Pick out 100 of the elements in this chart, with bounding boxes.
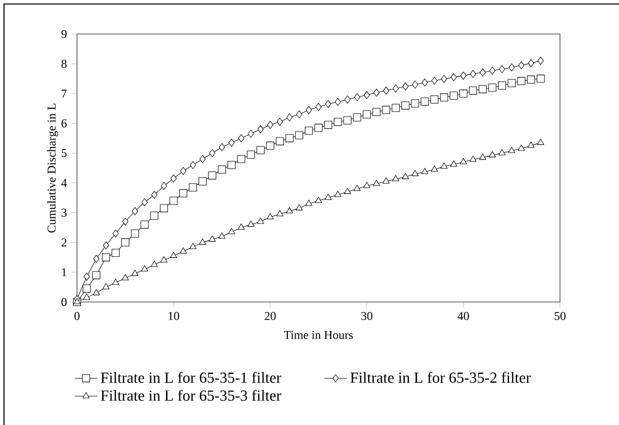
- point: [479, 154, 486, 160]
- point: [392, 84, 399, 92]
- point: [334, 98, 341, 106]
- point: [440, 162, 448, 169]
- y-axis-title: Cumulative Discharge in L: [47, 104, 58, 233]
- point: [517, 77, 526, 86]
- point: [411, 99, 420, 108]
- point: [247, 220, 254, 227]
- point: [150, 260, 158, 267]
- point: [92, 289, 100, 296]
- point: [538, 56, 544, 65]
- point: [334, 190, 342, 197]
- y-tick-label: 0: [62, 298, 67, 306]
- legend-label: Filtrate in L for 65-35-3 filter: [100, 390, 282, 401]
- point: [334, 118, 342, 126]
- point: [209, 149, 216, 158]
- point: [122, 274, 129, 280]
- point: [459, 90, 468, 98]
- point: [286, 134, 294, 142]
- point: [536, 74, 545, 83]
- point: [188, 183, 197, 192]
- y-tick-label: 2: [62, 238, 66, 246]
- point: [198, 177, 207, 186]
- y-tick-label: 4: [61, 178, 67, 187]
- point: [208, 171, 216, 180]
- x-axis-title: Time in Hours: [284, 330, 353, 340]
- y-tick-label: 9: [61, 30, 67, 38]
- point: [489, 66, 496, 75]
- point: [392, 104, 400, 112]
- point: [420, 98, 429, 106]
- point: [343, 116, 352, 124]
- point: [344, 96, 351, 104]
- point: [102, 283, 110, 290]
- point: [286, 113, 293, 122]
- point: [401, 101, 410, 110]
- point: [82, 284, 91, 293]
- y-tick-label: 5: [62, 149, 67, 158]
- point: [267, 120, 274, 129]
- point: [382, 106, 390, 114]
- point: [102, 253, 110, 262]
- point: [470, 70, 476, 78]
- point: [218, 143, 225, 152]
- point: [324, 194, 332, 200]
- point: [460, 72, 466, 80]
- point: [228, 161, 236, 170]
- point: [93, 254, 100, 263]
- point: [246, 150, 255, 159]
- point: [431, 76, 438, 85]
- point: [325, 100, 332, 108]
- point: [450, 73, 457, 82]
- point: [392, 175, 400, 182]
- point: [142, 198, 148, 206]
- point: [305, 200, 312, 206]
- point: [256, 146, 265, 154]
- point: [160, 204, 168, 212]
- point: [180, 166, 186, 175]
- point: [83, 294, 90, 300]
- y-tick-label: 1: [62, 268, 66, 276]
- point: [189, 242, 196, 250]
- legend-label: Filtrate in L for 65-35-2 filter: [350, 372, 531, 383]
- point: [470, 156, 477, 162]
- point: [228, 138, 235, 147]
- point: [498, 149, 506, 156]
- point: [276, 137, 284, 146]
- point: [257, 218, 264, 224]
- y-tick-label: 3: [62, 208, 67, 217]
- point: [238, 224, 245, 230]
- point: [296, 204, 303, 210]
- point: [422, 78, 428, 87]
- y-tick-label: 8: [62, 60, 67, 68]
- point: [228, 228, 236, 234]
- point: [179, 189, 188, 198]
- point: [112, 248, 120, 257]
- point: [421, 168, 428, 174]
- point: [295, 131, 304, 140]
- point: [160, 182, 168, 190]
- point: [363, 182, 370, 188]
- point: [528, 142, 535, 148]
- point: [508, 63, 515, 72]
- point: [324, 120, 332, 129]
- point: [306, 106, 312, 114]
- point: [354, 93, 360, 102]
- point: [218, 232, 226, 239]
- point: [151, 190, 158, 199]
- point: [131, 270, 138, 276]
- point: [276, 210, 284, 216]
- point: [412, 80, 418, 89]
- point: [304, 126, 313, 135]
- point: [362, 110, 371, 118]
- y-tick-label: 7: [62, 90, 67, 98]
- point: [353, 113, 362, 122]
- point: [257, 125, 264, 134]
- point: [84, 272, 90, 281]
- point: [480, 68, 486, 76]
- point: [498, 82, 506, 90]
- point: [170, 196, 178, 205]
- point: [372, 108, 380, 116]
- point: [402, 82, 408, 90]
- point: [190, 161, 196, 170]
- point: [430, 96, 438, 104]
